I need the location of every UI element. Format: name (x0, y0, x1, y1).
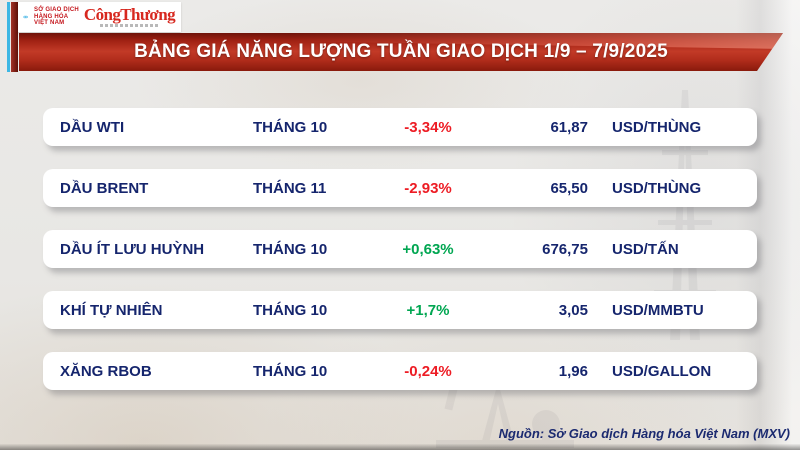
price-value: 65,50 (550, 179, 588, 197)
congthuong-tagline-line (100, 24, 159, 27)
contract-month: THÁNG 10 (253, 118, 328, 136)
contract-month: THÁNG 10 (253, 362, 328, 380)
title-banner: BẢNG GIÁ NĂNG LƯỢNG TUẦN GIAO DỊCH 1/9 –… (19, 33, 783, 71)
bottom-edge-shadow (0, 444, 800, 450)
table-row-rbob: XĂNG RBOB THÁNG 10 -0,24% 1,96 USD/GALLO… (43, 352, 757, 390)
change-percent: +1,7% (406, 301, 450, 319)
left-accent-maroon-bar (11, 2, 18, 72)
mxv-logo-text: SỞ GIAO DỊCH HÀNG HÓA VIỆT NAM (34, 7, 79, 27)
commodity-name: XĂNG RBOB (60, 362, 152, 380)
price-table: DẦU WTI THÁNG 10 -3,34% 61,87 USD/THÙNG … (43, 108, 757, 390)
mxv-logo-icon (23, 15, 29, 19)
table-row-natural-gas: KHÍ TỰ NHIÊN THÁNG 10 +1,7% 3,05 USD/MMB… (43, 291, 757, 329)
table-row-brent: DẦU BRENT THÁNG 11 -2,93% 65,50 USD/THÙN… (43, 169, 757, 207)
commodity-name: DẦU BRENT (60, 179, 149, 197)
price-unit: USD/THÙNG (612, 118, 702, 136)
change-percent: -2,93% (404, 179, 452, 197)
price-unit: USD/MMBTU (612, 301, 704, 319)
mxv-line-3: VIỆT NAM (34, 20, 65, 27)
price-value: 61,87 (550, 118, 588, 136)
commodity-name: KHÍ TỰ NHIÊN (60, 301, 163, 319)
table-row-wti: DẦU WTI THÁNG 10 -3,34% 61,87 USD/THÙNG (43, 108, 757, 146)
contract-month: THÁNG 10 (253, 301, 328, 319)
logo-box: SỞ GIAO DỊCH HÀNG HÓA VIỆT NAM CôngThươn… (18, 2, 181, 32)
table-row-low-sulphur: DẦU ÍT LƯU HUỲNH THÁNG 10 +0,63% 676,75 … (43, 230, 757, 268)
commodity-name: DẦU WTI (60, 118, 125, 136)
price-value: 3,05 (558, 301, 588, 319)
mxv-line-2: HÀNG HÓA (34, 13, 69, 20)
change-percent: -0,24% (404, 362, 452, 380)
congthuong-logo-text: CôngThương (83, 5, 176, 24)
congthuong-logo: CôngThương (83, 5, 176, 27)
mxv-line-1: SỞ GIAO DỊCH (34, 7, 79, 14)
price-unit: USD/GALLON (612, 362, 712, 380)
left-accent-cyan-bar (7, 2, 10, 72)
source-credit: Nguồn: Sở Giao dịch Hàng hóa Việt Nam (M… (498, 426, 790, 441)
commodity-name: DẦU ÍT LƯU HUỲNH (60, 240, 205, 258)
page-title: BẢNG GIÁ NĂNG LƯỢNG TUẦN GIAO DỊCH 1/9 –… (134, 41, 668, 62)
change-percent: -3,34% (404, 118, 452, 136)
price-value: 1,96 (558, 362, 588, 380)
price-unit: USD/THÙNG (612, 179, 702, 197)
change-percent: +0,63% (402, 240, 454, 258)
contract-month: THÁNG 11 (253, 179, 327, 197)
price-value: 676,75 (542, 240, 588, 258)
contract-month: THÁNG 10 (253, 240, 328, 258)
price-unit: USD/TẤN (612, 240, 679, 258)
